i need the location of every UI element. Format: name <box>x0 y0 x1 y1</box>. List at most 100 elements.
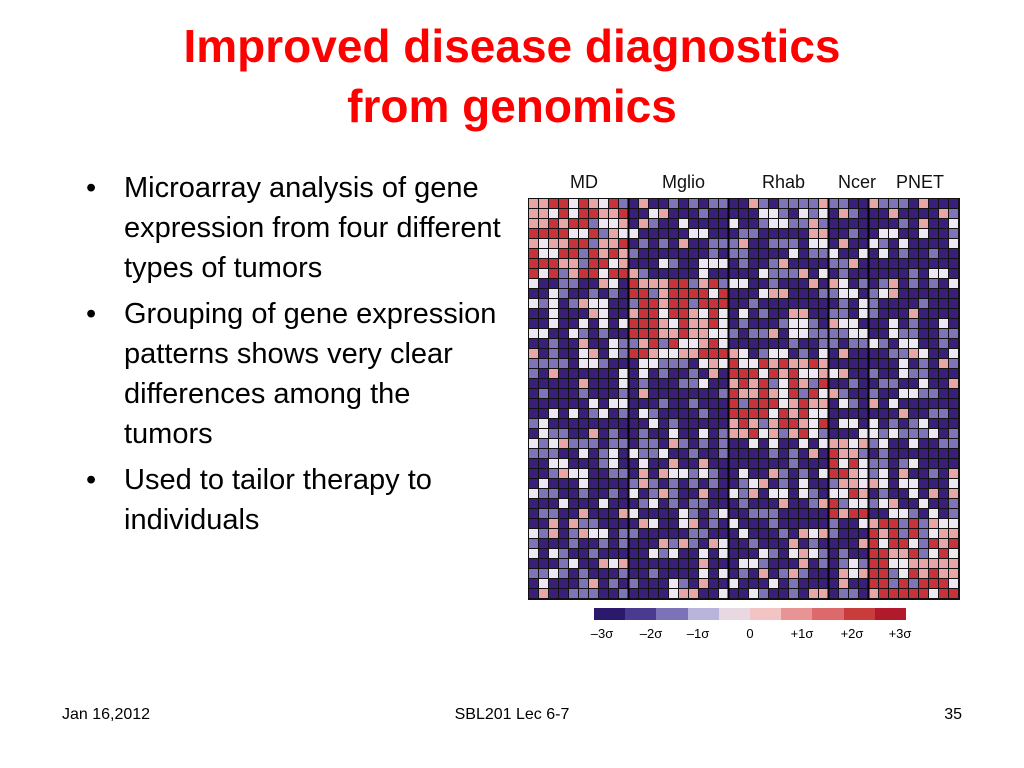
heatmap-cell <box>569 369 578 378</box>
heatmap-cell <box>739 519 748 528</box>
heatmap-cell <box>619 209 628 218</box>
heatmap-cell <box>889 579 898 588</box>
heatmap-cell <box>749 469 758 478</box>
heatmap-cell <box>539 369 548 378</box>
heatmap-cell <box>609 289 618 298</box>
heatmap-cell <box>559 589 568 598</box>
heatmap-cell <box>859 489 868 498</box>
heatmap-cell <box>759 269 768 278</box>
heatmap-cell <box>799 329 808 338</box>
heatmap-cell <box>599 449 608 458</box>
bullet-item: • Grouping of gene expression patterns s… <box>84 294 504 454</box>
heatmap-cell <box>729 529 738 538</box>
heatmap-cell <box>779 509 788 518</box>
heatmap-cell <box>689 499 698 508</box>
heatmap-cell <box>549 239 558 248</box>
heatmap-cell <box>529 539 538 548</box>
heatmap-cell <box>769 249 778 258</box>
heatmap-cell <box>929 519 938 528</box>
heatmap-cell <box>849 549 858 558</box>
heatmap-cell <box>669 239 678 248</box>
heatmap-cell <box>679 449 688 458</box>
heatmap-cell <box>939 329 948 338</box>
heatmap-cell <box>709 349 718 358</box>
heatmap-cell <box>899 369 908 378</box>
heatmap-cell <box>819 279 828 288</box>
heatmap-cell <box>539 449 548 458</box>
heatmap-cell <box>729 309 738 318</box>
colorbar: –3σ –2σ –1σ 0 +1σ +2σ +3σ <box>591 608 911 648</box>
heatmap-cell <box>869 529 878 538</box>
heatmap-cell <box>789 269 798 278</box>
heatmap-cell <box>619 459 628 468</box>
heatmap-cell <box>699 219 708 228</box>
heatmap-cell <box>649 499 658 508</box>
heatmap-cell <box>779 229 788 238</box>
heatmap-cell <box>779 589 788 598</box>
heatmap-cell <box>909 369 918 378</box>
heatmap-cell <box>859 349 868 358</box>
heatmap-cell <box>569 229 578 238</box>
heatmap-cell <box>549 519 558 528</box>
heatmap-cell <box>689 569 698 578</box>
heatmap-cell <box>889 499 898 508</box>
heatmap-cell <box>919 299 928 308</box>
heatmap-cell <box>869 429 878 438</box>
heatmap-cell <box>709 589 718 598</box>
heatmap-cell <box>559 489 568 498</box>
heatmap-cell <box>539 469 548 478</box>
heatmap-cell <box>629 199 638 208</box>
heatmap-cell <box>729 509 738 518</box>
heatmap-cell <box>749 259 758 268</box>
heatmap-cell <box>609 329 618 338</box>
group-label-mglio: Mglio <box>662 172 706 192</box>
heatmap-cell <box>749 289 758 298</box>
heatmap-cell <box>609 199 618 208</box>
heatmap-cell <box>659 399 668 408</box>
heatmap-cell <box>769 429 778 438</box>
heatmap-cell <box>549 419 558 428</box>
heatmap-cell <box>849 489 858 498</box>
heatmap-cell <box>669 269 678 278</box>
heatmap-cell <box>799 379 808 388</box>
heatmap-cell <box>629 289 638 298</box>
heatmap-cell <box>889 289 898 298</box>
heatmap-cell <box>729 299 738 308</box>
heatmap-cell <box>629 479 638 488</box>
heatmap-cell <box>539 499 548 508</box>
heatmap-cell <box>849 369 858 378</box>
heatmap-cell <box>659 249 668 258</box>
heatmap-cell <box>799 479 808 488</box>
heatmap-cell <box>939 229 948 238</box>
heatmap-cell <box>869 389 878 398</box>
heatmap-cell <box>599 389 608 398</box>
heatmap-cell <box>829 559 838 568</box>
heatmap-cell <box>529 219 538 228</box>
heatmap-cell <box>659 259 668 268</box>
heatmap-cell <box>529 269 538 278</box>
heatmap-cell <box>649 279 658 288</box>
heatmap-cell <box>679 489 688 498</box>
heatmap-cell <box>679 479 688 488</box>
heatmap-cell <box>809 279 818 288</box>
heatmap-cell <box>649 569 658 578</box>
heatmap-cell <box>549 299 558 308</box>
footer-page-number: 35 <box>944 706 962 723</box>
heatmap-cell <box>639 479 648 488</box>
heatmap-cell <box>799 399 808 408</box>
heatmap-cell <box>829 309 838 318</box>
heatmap-cell <box>659 359 668 368</box>
heatmap-cell <box>879 289 888 298</box>
heatmap-cell <box>659 229 668 238</box>
heatmap-cell <box>909 509 918 518</box>
heatmap-cell <box>739 399 748 408</box>
heatmap-cell <box>949 519 958 528</box>
heatmap-cell <box>569 299 578 308</box>
heatmap-cell <box>949 309 958 318</box>
heatmap-cell <box>549 379 558 388</box>
heatmap-cell <box>839 289 848 298</box>
heatmap-cell <box>899 559 908 568</box>
heatmap-cell <box>859 529 868 538</box>
heatmap-cell <box>709 559 718 568</box>
heatmap-cell <box>879 409 888 418</box>
